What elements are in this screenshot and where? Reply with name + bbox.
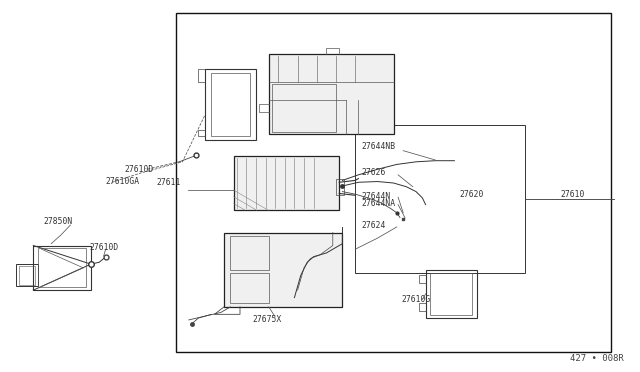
- Text: 27610D: 27610D: [125, 165, 154, 174]
- Bar: [176, 13, 611, 352]
- Bar: [38, 248, 86, 287]
- Bar: [211, 73, 250, 136]
- Bar: [230, 273, 269, 303]
- Text: 27620: 27620: [460, 190, 484, 199]
- Text: 27610G: 27610G: [402, 295, 431, 304]
- Bar: [16, 264, 38, 286]
- Bar: [33, 246, 91, 290]
- Bar: [336, 179, 344, 195]
- Text: 27610: 27610: [560, 190, 584, 199]
- Text: 27624: 27624: [362, 221, 386, 230]
- Bar: [19, 266, 35, 285]
- Bar: [234, 156, 339, 210]
- Text: 427 • 008R: 427 • 008R: [570, 354, 624, 363]
- Bar: [224, 232, 342, 307]
- Text: 27610GA: 27610GA: [106, 177, 140, 186]
- Text: 27611: 27611: [157, 178, 181, 187]
- Bar: [272, 84, 336, 132]
- Bar: [355, 125, 525, 273]
- Bar: [426, 270, 477, 318]
- Text: 27626: 27626: [362, 169, 386, 177]
- Bar: [269, 54, 394, 134]
- Text: 27644NB: 27644NB: [362, 142, 396, 151]
- Text: 27675X: 27675X: [253, 315, 282, 324]
- Text: 27850N: 27850N: [44, 217, 73, 226]
- Text: 27644N: 27644N: [362, 192, 391, 201]
- Text: 27644NA: 27644NA: [362, 199, 396, 208]
- Bar: [230, 236, 269, 270]
- Bar: [430, 273, 472, 315]
- Bar: [205, 69, 256, 140]
- Text: 27610D: 27610D: [90, 243, 119, 252]
